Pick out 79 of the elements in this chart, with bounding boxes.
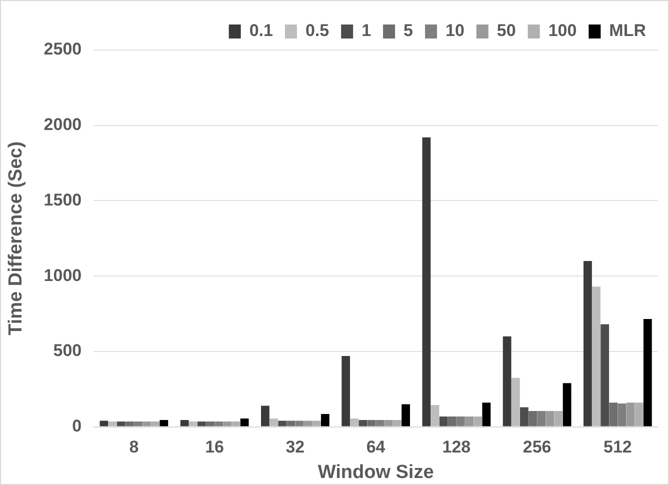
bar [270,418,278,426]
legend-label: 10 [445,21,464,40]
bar [223,422,232,426]
y-tick-label: 1000 [44,266,82,285]
bar [278,420,287,426]
x-axis-title: Window Size [318,462,434,483]
bar [643,319,652,426]
bar [134,422,142,426]
x-tick-label: 32 [286,438,305,457]
bar [188,422,198,426]
bar [482,402,491,426]
bar [592,286,600,426]
bar [108,422,117,426]
bar [430,404,440,426]
bar [448,416,456,426]
bar [100,420,108,426]
bar [402,404,410,426]
bar [456,416,465,426]
bar [214,422,224,426]
bar [634,402,644,426]
legend-label: 0.1 [249,21,273,40]
bar [358,420,368,426]
bar [180,420,189,426]
bar [342,356,350,426]
legend-label: 0.5 [305,21,330,40]
bar [537,410,546,426]
bar [232,422,240,426]
y-tick-label: 500 [53,341,82,360]
bar [240,418,249,426]
bar [465,416,474,426]
x-tick-label: 8 [129,438,139,457]
bar [474,416,482,426]
bar [206,422,214,426]
bar [562,383,572,426]
x-tick-label: 16 [205,438,224,457]
y-axis-title: Time Difference (Sec) [6,141,27,336]
bar [261,406,270,426]
legend-label: 5 [404,21,414,40]
x-tick-label: 64 [366,438,386,457]
y-tick-label: 0 [72,416,82,436]
bar [520,407,528,426]
bar [286,420,296,426]
bar [142,422,151,426]
bar [439,416,448,426]
bar [198,422,206,426]
x-tick-label: 128 [442,438,471,457]
bar [312,420,321,426]
legend-label: 50 [496,21,516,40]
x-tick-label: 256 [522,438,552,457]
bar [393,420,402,426]
bar [304,420,312,426]
legend-label: 1 [362,21,372,40]
bar [528,410,537,426]
bar [376,420,384,426]
bar [618,403,626,426]
bar [584,261,592,426]
bar [384,420,393,426]
y-tick-label: 2000 [44,115,82,134]
bar [600,324,610,426]
bar [554,410,563,426]
bar [350,418,359,426]
bar [320,414,330,426]
bar [422,137,431,426]
x-tick-label: 512 [604,438,632,457]
bar [295,420,304,426]
bar [151,422,160,426]
legend-label: MLR [609,21,646,40]
bar [511,378,520,426]
legend-label: 100 [548,21,577,40]
bar [116,422,126,426]
bar [546,410,554,426]
bar [367,420,376,426]
bar [160,420,168,426]
bar [502,336,512,426]
bar [609,402,618,426]
bar [626,402,635,426]
y-tick-label: 2500 [44,40,82,59]
y-tick-label: 1500 [44,190,82,210]
bar [125,422,134,426]
